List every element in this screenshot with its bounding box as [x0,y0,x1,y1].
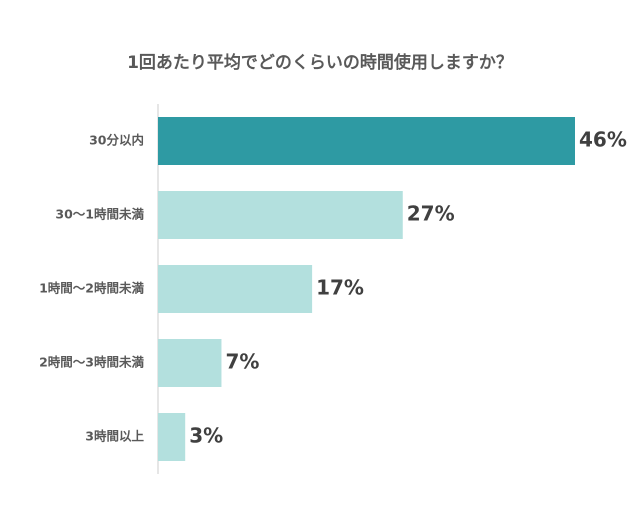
bar-2 [158,191,403,239]
value-label-5: 3% [189,424,223,448]
category-label-2: 30～1時間未満 [55,207,144,222]
value-label-2: 27% [407,202,455,226]
bar-1 [158,117,575,165]
category-label-4: 2時間～3時間未満 [39,355,144,370]
bar-3 [158,265,313,313]
chart-title: 1回あたり平均でどのくらいの時間使用しますか？ [127,53,513,73]
bar-5 [158,413,186,461]
bar-4 [158,339,222,387]
value-label-4: 7% [225,350,259,374]
category-label-1: 30分以内 [89,133,144,148]
value-label-3: 17% [316,276,364,300]
bars-layer: 30分以内 46% 30～1時間未満 27% 1時間～2時間未満 17% 2時間～3時間未満… [39,117,627,461]
category-label-5: 3時間以上 [85,429,144,444]
value-label-1: 46% [579,128,627,152]
category-label-3: 1時間～2時間未満 [39,281,144,296]
